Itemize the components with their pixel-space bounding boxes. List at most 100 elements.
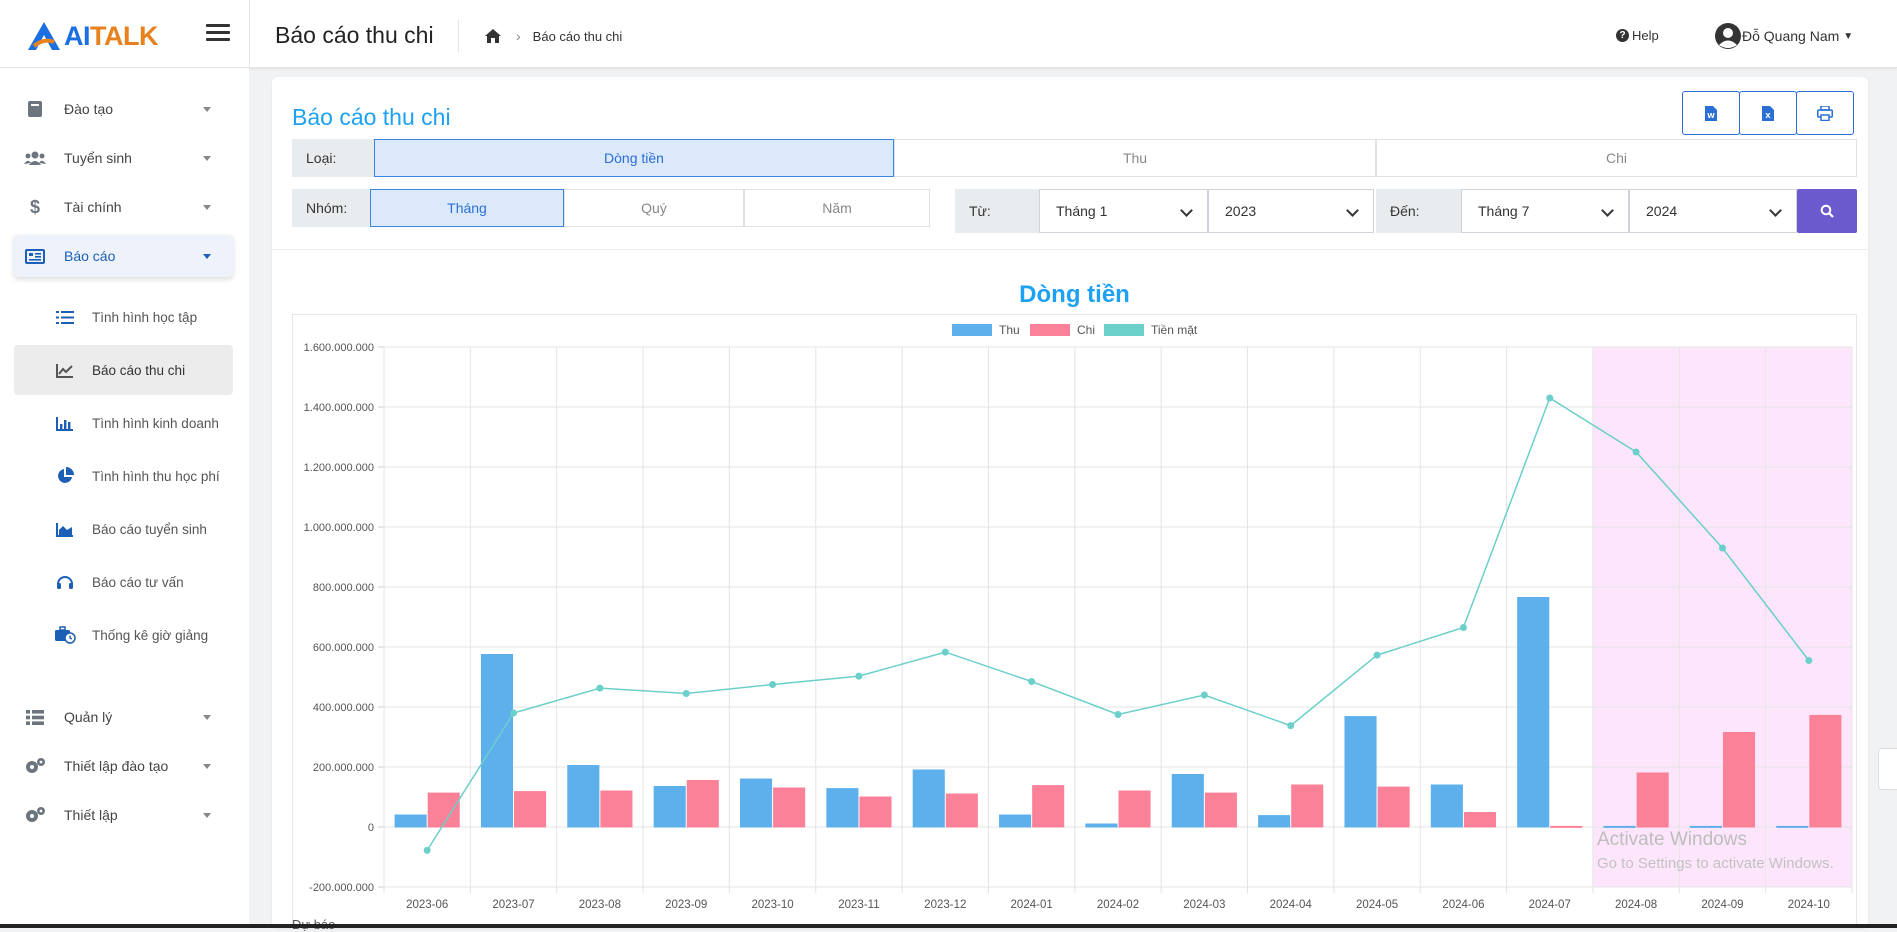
sidebar-subitem-label: Báo cáo thu chi (92, 362, 186, 378)
sidebar-item-quan-ly[interactable]: Quản lý (14, 696, 233, 738)
bar-chi (1377, 786, 1410, 828)
export-excel-button[interactable]: X (1739, 91, 1797, 135)
sidebar-subitem-tinh-hinh-hoc-tap[interactable]: Tình hình học tập (14, 292, 233, 342)
type-option-thu[interactable]: Thu (894, 139, 1376, 177)
sidebar-item-thiet-lap[interactable]: Thiết lập (14, 794, 233, 836)
from-month-select[interactable]: Tháng 1 (1039, 189, 1208, 233)
x-tick-label: 2024-07 (1529, 899, 1571, 911)
sidebar-subitem-bao-cao-tu-van[interactable]: Báo cáo tư vấn (14, 557, 233, 607)
sidebar-item-tuyen-sinh[interactable]: Tuyển sinh (14, 137, 233, 179)
chevron-down-icon (203, 254, 211, 259)
point-tien-mat (1718, 544, 1726, 552)
user-name: Đỗ Quang Nam (1742, 28, 1840, 44)
chevron-down-icon (203, 813, 211, 818)
user-menu[interactable]: Đỗ Quang Nam ▼ (1714, 22, 1853, 50)
bar-chi (1550, 825, 1583, 828)
group-option-quy[interactable]: Quý (564, 189, 744, 227)
bar-thu (480, 654, 514, 828)
bar-chi (1636, 772, 1669, 828)
point-tien-mat (941, 648, 949, 656)
to-year-select[interactable]: 2024 (1629, 189, 1797, 233)
sidebar-item-thiet-lap-dao-tao[interactable]: Thiết lập đào tạo (14, 745, 233, 787)
menu-toggle-icon[interactable] (206, 24, 230, 44)
bar-chi (773, 787, 806, 828)
user-avatar-icon (1715, 23, 1741, 49)
from-month-value: Tháng 1 (1056, 203, 1108, 219)
bar-thu (1344, 716, 1377, 828)
x-tick-label: 2024-06 (1442, 899, 1484, 911)
print-button[interactable] (1796, 91, 1854, 135)
bar-chi (1032, 785, 1065, 828)
app-logo[interactable]: AITALK (26, 20, 158, 52)
point-tien-mat (1632, 448, 1640, 456)
sidebar-subitem-label: Báo cáo tư vấn (92, 574, 184, 590)
area-chart-icon (54, 519, 76, 539)
sidebar-subitem-bao-cao-tuyen-sinh[interactable]: Báo cáo tuyển sinh (14, 504, 233, 554)
bar-thu (1171, 774, 1204, 828)
point-tien-mat (1287, 722, 1295, 730)
breadcrumb-chevron-icon: › (516, 28, 521, 44)
point-tien-mat (1546, 394, 1554, 402)
from-year-select[interactable]: 2023 (1208, 189, 1374, 233)
x-tick-label: 2024-08 (1615, 899, 1657, 911)
bar-thu (999, 814, 1032, 828)
search-button[interactable] (1797, 189, 1857, 233)
chevron-down-icon (203, 107, 211, 112)
taskbar-edge (0, 924, 1897, 928)
users-icon (24, 148, 46, 168)
y-tick-label: 1.600.000.000 (304, 342, 374, 354)
y-tick-label: 1.200.000.000 (304, 462, 374, 474)
bar-chi (1118, 790, 1151, 828)
chevron-down-icon (203, 764, 211, 769)
side-panel-handle[interactable] (1878, 748, 1897, 790)
chevron-down-icon (203, 156, 211, 161)
bar-thu (567, 765, 600, 828)
gears-icon (24, 756, 46, 776)
point-tien-mat (1114, 711, 1122, 718)
bar-chi (945, 793, 978, 828)
sidebar-item-dao-tao[interactable]: Đào tạo (14, 88, 233, 130)
chart-container (292, 314, 1857, 928)
bar-chi (1291, 784, 1324, 828)
bar-thu (1258, 815, 1291, 828)
x-tick-label: 2023-09 (665, 899, 707, 911)
bar-chi (1722, 732, 1756, 828)
tasks-icon (54, 307, 76, 327)
sidebar-subitem-label: Tình hình kinh doanh (92, 415, 219, 431)
home-icon[interactable] (484, 28, 502, 44)
export-word-button[interactable]: W (1682, 91, 1740, 135)
type-option-chi[interactable]: Chi (1376, 139, 1857, 177)
bar-thu (912, 769, 945, 828)
breadcrumb-divider (458, 20, 459, 52)
from-label: Từ: (955, 189, 1039, 233)
group-option-thang[interactable]: Tháng (370, 189, 564, 227)
legend-swatch (952, 324, 992, 336)
briefcase-clock-icon (54, 625, 76, 645)
sidebar-subitem-tinh-hinh-kinh-doanh[interactable]: Tình hình kinh doanh (14, 398, 233, 448)
dollar-icon: $ (29, 196, 40, 217)
sidebar-item-tai-chinh[interactable]: $ Tài chính (14, 186, 233, 228)
y-tick-label: 200.000.000 (313, 762, 374, 774)
point-tien-mat (682, 690, 690, 697)
sidebar-item-label: Báo cáo (64, 248, 116, 264)
point-tien-mat (1805, 657, 1813, 664)
bar-chi (1204, 792, 1237, 828)
group-option-nam[interactable]: Năm (744, 189, 930, 227)
sidebar-subitem-label: Tình hình thu học phí (92, 468, 220, 484)
sidebar-item-bao-cao[interactable]: Báo cáo (14, 235, 233, 277)
y-tick-label: 800.000.000 (313, 582, 374, 594)
bar-thu (740, 778, 773, 828)
sidebar-subitem-label: Thống kê giờ giảng (92, 627, 209, 643)
sidebar-subitem-thong-ke-gio-giang[interactable]: Thống kê giờ giảng (14, 610, 233, 660)
chevron-down-icon (203, 205, 211, 210)
sidebar-subitem-bao-cao-thu-chi[interactable]: Báo cáo thu chi (14, 345, 233, 395)
sidebar-subitem-tinh-hinh-thu-hoc-phi[interactable]: Tình hình thu học phí (14, 451, 233, 501)
type-option-dong-tien[interactable]: Dòng tiền (374, 139, 894, 177)
from-year-value: 2023 (1225, 203, 1257, 219)
to-month-select[interactable]: Tháng 7 (1461, 189, 1629, 233)
pie-chart-icon (54, 466, 76, 486)
help-link[interactable]: ? Help (1616, 28, 1659, 43)
logo-text: AITALK (64, 20, 158, 51)
bar-chi (1809, 714, 1842, 828)
x-tick-label: 2024-09 (1701, 899, 1743, 911)
